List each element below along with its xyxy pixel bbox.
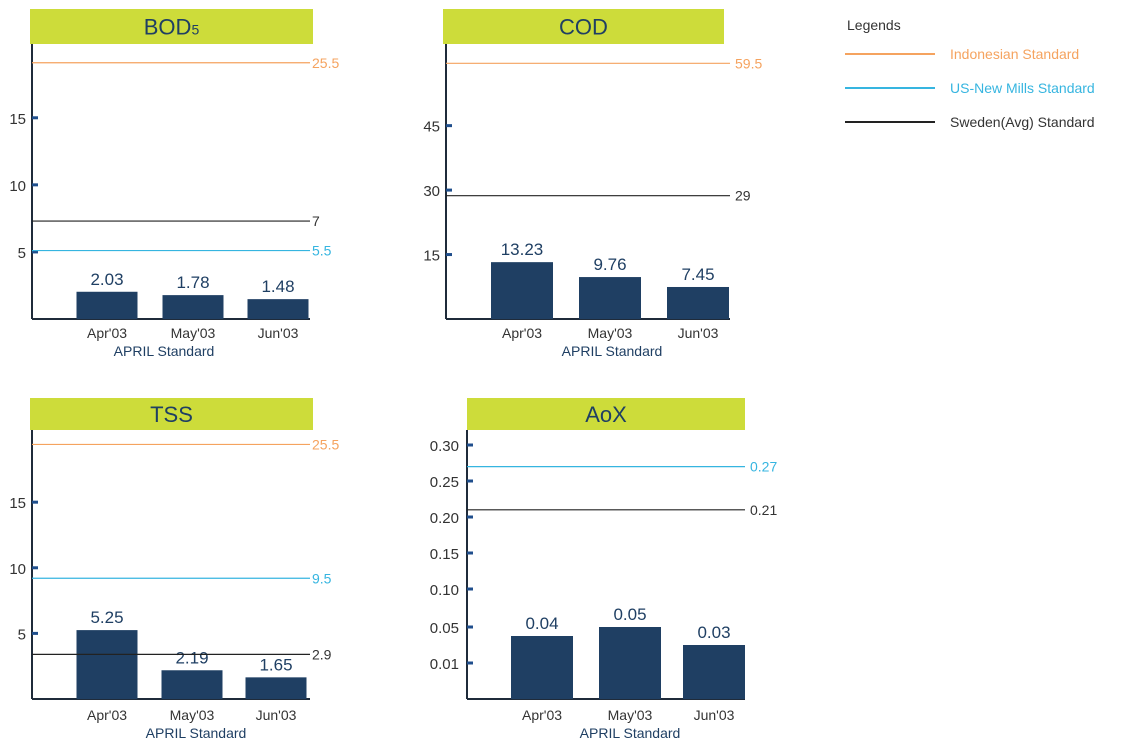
y-tick-label: 0.25 xyxy=(430,474,459,491)
y-tick-label: 10 xyxy=(9,561,26,578)
bar-value-label: 5.25 xyxy=(90,608,123,627)
chart-title: BOD5 xyxy=(144,15,200,40)
bar-value-label: 0.05 xyxy=(613,605,646,624)
legend: Legends Indonesian Standard US-New Mills S… xyxy=(845,17,1095,130)
y-tick-label: 45 xyxy=(423,119,440,136)
bar xyxy=(491,262,553,319)
reference-line-label: 25.5 xyxy=(312,55,339,71)
reference-line-label: 29 xyxy=(735,188,751,204)
chart-panel-aox: AoX 0.01 0.05 0.10 0.15 0.20 0.25 0.30 0.04 Apr'0… xyxy=(430,398,777,741)
y-tick-label: 15 xyxy=(9,495,26,512)
bar-value-label: 1.65 xyxy=(259,655,292,674)
x-tick-label: May'03 xyxy=(588,325,633,341)
bar-value-label: 7.45 xyxy=(681,265,714,284)
bar-value-label: 2.19 xyxy=(175,648,208,667)
x-tick-label: May'03 xyxy=(170,707,215,723)
x-tick-label: Apr'03 xyxy=(502,325,542,341)
y-tick-label: 15 xyxy=(423,248,440,265)
chart-title-banner xyxy=(30,9,313,44)
chart-title-subscript: 5 xyxy=(191,22,199,38)
bar xyxy=(511,636,573,699)
bar xyxy=(667,286,729,319)
x-tick-label: Apr'03 xyxy=(522,707,562,723)
chart-title-main: TSS xyxy=(150,402,193,427)
bar-value-label: 13.23 xyxy=(501,240,544,259)
chart-title-main: AoX xyxy=(585,402,627,427)
x-tick-label: Jun'03 xyxy=(678,325,719,341)
bar xyxy=(245,677,307,699)
y-tick-label: 0.10 xyxy=(430,582,459,599)
reference-line-label: 0.27 xyxy=(750,459,777,475)
y-tick-label: 5 xyxy=(18,626,26,643)
y-tick-label: 0.30 xyxy=(430,438,459,455)
y-tick-label: 0.20 xyxy=(430,510,459,527)
x-tick-label: Jun'03 xyxy=(258,325,299,341)
x-tick-label: Jun'03 xyxy=(256,707,297,723)
reference-line-label: 59.5 xyxy=(735,55,762,71)
bar-value-label: 2.03 xyxy=(90,270,123,289)
bar xyxy=(162,295,224,319)
chart-title: AoX xyxy=(585,402,627,427)
bar xyxy=(76,630,138,699)
bar-value-label: 0.03 xyxy=(697,623,730,642)
bar-value-label: 1.48 xyxy=(261,277,294,296)
x-tick-label: May'03 xyxy=(171,325,216,341)
chart-title-main: BOD xyxy=(144,15,192,40)
chart-title-banner xyxy=(443,9,724,44)
x-axis-label: APRIL Standard xyxy=(146,725,247,741)
reference-line-label: 9.5 xyxy=(312,570,332,586)
reference-line-label: 7 xyxy=(312,213,320,229)
chart-title: TSS xyxy=(150,402,193,427)
reference-line-label: 0.21 xyxy=(750,502,777,518)
bar xyxy=(579,277,641,319)
chart-panel-tss: TSS 5 10 15 5.25 Apr'03 2.19 May'03 1.65 Jun'03 AP… xyxy=(9,398,339,741)
reference-line-label: 25.5 xyxy=(312,436,339,452)
bar xyxy=(599,627,661,699)
y-tick-label: 5 xyxy=(18,245,26,262)
y-tick-label: 15 xyxy=(9,111,26,128)
y-tick-label: 0.15 xyxy=(430,546,459,563)
chart-title-banner xyxy=(467,398,745,430)
reference-line-label: 2.9 xyxy=(312,646,332,662)
legend-label: Sweden(Avg) Standard xyxy=(950,114,1095,130)
bar-value-label: 9.76 xyxy=(593,255,626,274)
chart-title: COD xyxy=(559,15,608,40)
y-tick-label: 10 xyxy=(9,178,26,195)
x-tick-label: Apr'03 xyxy=(87,325,127,341)
bar-value-label: 0.04 xyxy=(525,614,558,633)
bar xyxy=(161,670,223,699)
x-axis-label: APRIL Standard xyxy=(562,343,663,359)
x-axis-label: APRIL Standard xyxy=(114,343,215,359)
y-tick-label: 0.05 xyxy=(430,620,459,637)
x-tick-label: Apr'03 xyxy=(87,707,127,723)
x-tick-label: Jun'03 xyxy=(694,707,735,723)
legend-label: Indonesian Standard xyxy=(950,46,1079,62)
bar-value-label: 1.78 xyxy=(176,273,209,292)
chart-panel-cod: COD 15 30 45 13.23 Apr'03 9.76 May'03 7.45 Jun'03… xyxy=(423,9,762,359)
legend-title: Legends xyxy=(847,17,901,33)
reference-line-label: 5.5 xyxy=(312,243,332,259)
x-tick-label: May'03 xyxy=(608,707,653,723)
chart-panel-bod: BOD5510152.03Apr'031.78May'031.48Jun'03A… xyxy=(9,9,339,359)
bar xyxy=(247,299,309,319)
y-tick-label: 30 xyxy=(423,183,440,200)
y-tick-label: 0.01 xyxy=(430,656,459,673)
x-axis-label: APRIL Standard xyxy=(580,725,681,741)
chart-title-banner xyxy=(30,398,313,430)
legend-label: US-New Mills Standard xyxy=(950,80,1095,96)
chart-title-main: COD xyxy=(559,15,608,40)
bar xyxy=(683,645,745,699)
bar xyxy=(76,291,138,319)
